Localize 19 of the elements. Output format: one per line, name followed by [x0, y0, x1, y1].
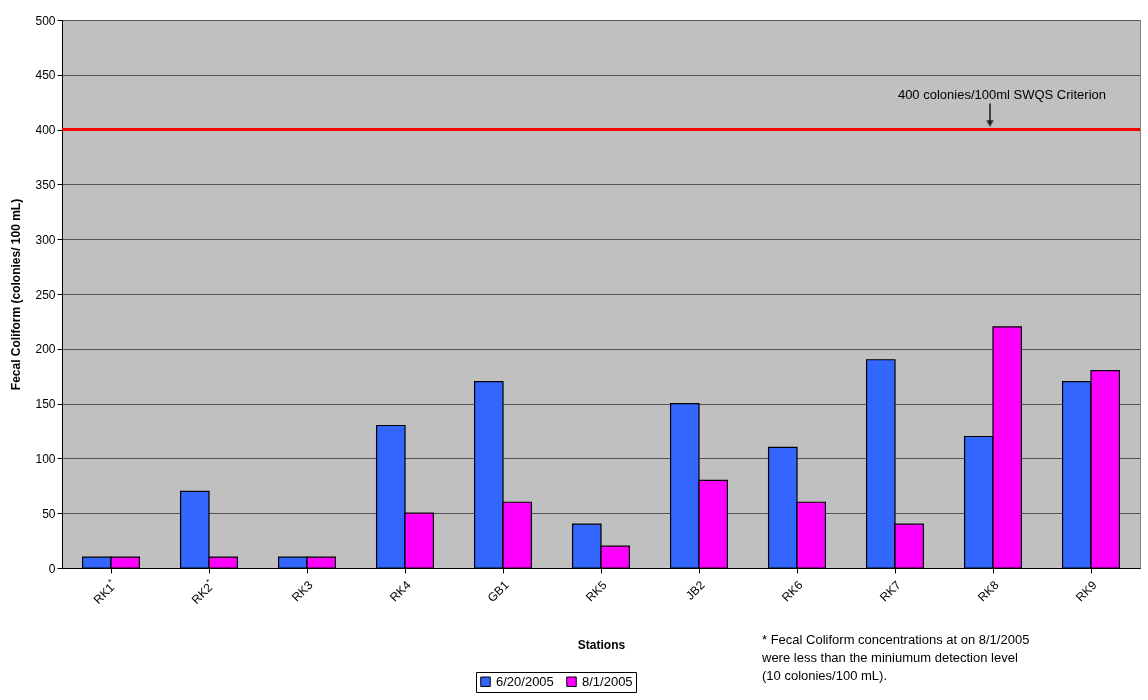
- ref-line-label: 400 colonies/100ml SWQS Criterion: [897, 86, 1106, 102]
- y-tick-label: 150: [35, 397, 56, 412]
- text: * Fecal Coliform concentrations at on 8/1/2005 were less than the miniumum detection level (10 colonies/100 mL).: [761, 632, 1030, 683]
- y-tick-label: 400: [35, 123, 56, 138]
- x-axis-title: Stations: [577, 638, 626, 653]
- y-tick-label: 200: [35, 342, 56, 357]
- y-tick-label: 300: [35, 232, 56, 247]
- y-tick-label: 350: [35, 177, 56, 192]
- y-tick-label: 50: [42, 506, 56, 521]
- y-tick-label: 500: [35, 13, 56, 28]
- legend-label: 8/1/2005: [582, 673, 633, 689]
- y-axis-title: Fecal Coliform (colonies/ 100 mL): [9, 198, 24, 391]
- legend-label: 6/20/2005: [496, 673, 554, 689]
- y-tick-label: 0: [48, 561, 56, 576]
- y-tick-label: 100: [35, 451, 56, 466]
- x-tick-label: JB2: [682, 577, 708, 603]
- x-tick-label: GB1: [484, 577, 512, 605]
- y-tick-label: 450: [35, 68, 56, 83]
- y-tick-label: 250: [35, 287, 56, 302]
